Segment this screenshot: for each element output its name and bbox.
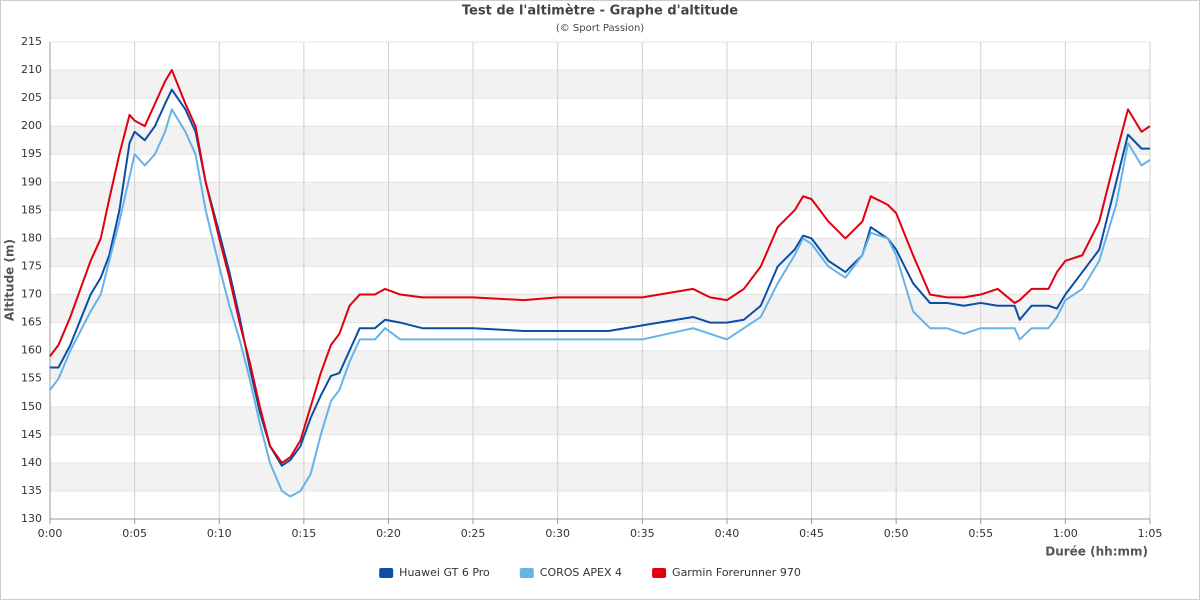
legend-label: Huawei GT 6 Pro — [399, 566, 490, 579]
y-tick-label: 160 — [21, 344, 42, 357]
y-tick-label: 195 — [21, 147, 42, 160]
x-axis-label: Durée (hh:mm) — [1045, 545, 1148, 559]
y-tick-label: 150 — [21, 400, 42, 413]
x-tick-label: 1:05 — [1138, 527, 1163, 540]
y-tick-label: 205 — [21, 91, 42, 104]
chart-title: Test de l'altimètre - Graphe d'altitude — [462, 4, 738, 19]
x-tick-label: 0:30 — [545, 527, 570, 540]
x-tick-label: 0:10 — [207, 527, 232, 540]
y-tick-label: 145 — [21, 428, 42, 441]
y-tick-label: 175 — [21, 259, 42, 272]
grid-band — [50, 350, 1150, 379]
legend-item: Huawei GT 6 Pro — [379, 566, 490, 579]
grid-band — [50, 294, 1150, 323]
y-tick-label: 190 — [21, 175, 42, 188]
legend-label: COROS APEX 4 — [540, 566, 622, 579]
grid-band — [50, 70, 1150, 99]
y-tick-label: 140 — [21, 456, 42, 469]
data-line — [49, 69, 1151, 464]
legend-swatch — [379, 568, 394, 578]
x-tick-label: 0:25 — [461, 527, 486, 540]
grid-band — [50, 406, 1150, 435]
y-tick-label: 135 — [21, 484, 42, 497]
legend-swatch — [652, 568, 667, 578]
x-tick-label: 0:20 — [376, 527, 401, 540]
y-tick-label: 185 — [21, 203, 42, 216]
chart-subtitle: (© Sport Passion) — [556, 23, 644, 34]
y-tick-label: 180 — [21, 231, 42, 244]
data-line — [50, 88, 1150, 467]
y-tick-label: 215 — [21, 35, 42, 48]
legend-item: Garmin Forerunner 970 — [652, 566, 801, 579]
x-tick-label: 0:35 — [630, 527, 655, 540]
y-tick-label: 170 — [21, 288, 42, 301]
grid-band — [50, 238, 1150, 267]
x-tick-label: 0:05 — [122, 527, 147, 540]
x-tick-label: 0:45 — [799, 527, 824, 540]
x-tick-label: 0:00 — [38, 527, 63, 540]
y-tick-label: 130 — [21, 512, 42, 525]
data-line — [49, 108, 1151, 498]
y-tick-label: 165 — [21, 316, 42, 329]
x-tick-label: 0:55 — [968, 527, 993, 540]
legend-label: Garmin Forerunner 970 — [672, 566, 801, 579]
x-tick-label: 0:40 — [715, 527, 740, 540]
y-axis-label: Altitude (m) — [3, 239, 17, 321]
y-tick-label: 200 — [21, 119, 42, 132]
x-tick-label: 1:00 — [1053, 527, 1078, 540]
x-tick-label: 0:50 — [884, 527, 909, 540]
grid-band — [50, 182, 1150, 211]
y-tick-label: 210 — [21, 63, 42, 76]
grid-band — [50, 126, 1150, 155]
grid-band — [50, 462, 1150, 491]
legend-item: COROS APEX 4 — [519, 566, 622, 579]
x-tick-label: 0:15 — [291, 527, 316, 540]
legend-swatch — [519, 568, 534, 578]
y-tick-label: 155 — [21, 372, 42, 385]
